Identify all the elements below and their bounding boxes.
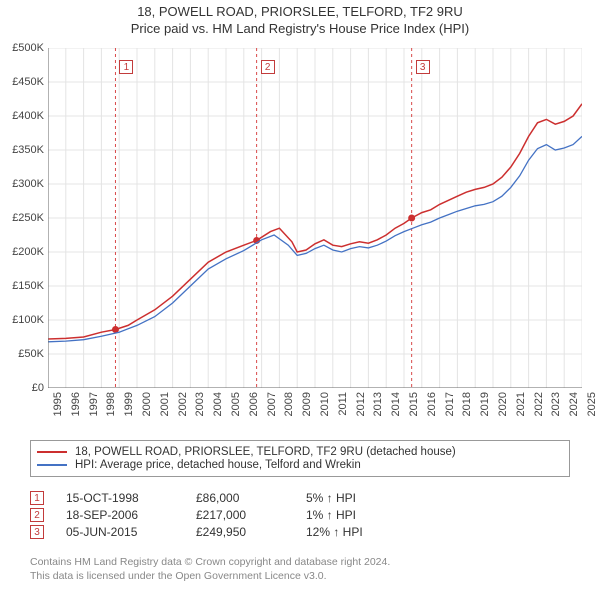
title-line-2: Price paid vs. HM Land Registry's House …: [0, 21, 600, 36]
event-row: 1 15-OCT-1998£86,0005% ↑ HPI: [30, 491, 570, 505]
x-tick-label: 1995: [52, 392, 64, 416]
x-tick-label: 2011: [337, 392, 349, 416]
y-tick-label: £100K: [12, 314, 44, 326]
y-tick-label: £250K: [12, 212, 44, 224]
x-tick-label: 1996: [70, 392, 82, 416]
x-tick-label: 2003: [194, 392, 206, 416]
x-tick-label: 1998: [105, 392, 117, 416]
event-marker: 1: [30, 491, 44, 505]
attribution-block: Contains HM Land Registry data © Crown c…: [30, 556, 570, 583]
legend-row-hpi: HPI: Average price, detached house, Telf…: [37, 459, 563, 471]
y-tick-label: £500K: [12, 42, 44, 54]
attribution-line-1: Contains HM Land Registry data © Crown c…: [30, 556, 570, 570]
event-date: 18-SEP-2006: [66, 508, 196, 522]
y-tick-label: £300K: [12, 178, 44, 190]
legend-box: 18, POWELL ROAD, PRIORSLEE, TELFORD, TF2…: [30, 440, 570, 477]
x-tick-label: 2010: [319, 392, 331, 416]
attribution-line-2: This data is licensed under the Open Gov…: [30, 570, 570, 584]
x-tick-label: 2004: [212, 392, 224, 416]
y-tick-label: £400K: [12, 110, 44, 122]
x-tick-label: 2016: [426, 392, 438, 416]
x-tick-label: 2024: [568, 392, 580, 416]
legend-swatch-hpi: [37, 464, 67, 466]
events-table: 1 15-OCT-1998£86,0005% ↑ HPI 2 18-SEP-2006£…: [30, 488, 570, 542]
x-tick-label: 2019: [479, 392, 491, 416]
x-tick-label: 2017: [444, 392, 456, 416]
y-tick-label: £50K: [18, 348, 44, 360]
x-tick-label: 2014: [390, 392, 402, 416]
event-marker-on-chart: 2: [261, 60, 275, 74]
event-date: 05-JUN-2015: [66, 525, 196, 539]
x-tick-label: 2001: [159, 392, 171, 416]
x-tick-label: 2002: [177, 392, 189, 416]
x-tick-label: 2000: [141, 392, 153, 416]
title-block: 18, POWELL ROAD, PRIORSLEE, TELFORD, TF2…: [0, 0, 600, 36]
x-tick-label: 2015: [408, 392, 420, 416]
chart-svg: [48, 48, 582, 388]
legend-label-property: 18, POWELL ROAD, PRIORSLEE, TELFORD, TF2…: [75, 446, 456, 458]
event-price: £249,950: [196, 525, 306, 539]
event-row: 2 18-SEP-2006£217,0001% ↑ HPI: [30, 508, 570, 522]
x-tick-label: 2018: [461, 392, 473, 416]
y-tick-label: £350K: [12, 144, 44, 156]
event-marker: 2: [30, 508, 44, 522]
event-marker-on-chart: 1: [119, 60, 133, 74]
x-tick-label: 2007: [266, 392, 278, 416]
event-price: £86,000: [196, 491, 306, 505]
title-line-1: 18, POWELL ROAD, PRIORSLEE, TELFORD, TF2…: [0, 4, 600, 19]
x-tick-label: 2009: [301, 392, 313, 416]
x-tick-label: 2013: [372, 392, 384, 416]
x-tick-label: 2006: [248, 392, 260, 416]
event-price: £217,000: [196, 508, 306, 522]
x-tick-label: 2012: [355, 392, 367, 416]
x-tick-label: 2008: [283, 392, 295, 416]
legend-row-property: 18, POWELL ROAD, PRIORSLEE, TELFORD, TF2…: [37, 446, 563, 458]
x-tick-label: 2022: [533, 392, 545, 416]
x-tick-label: 2025: [586, 392, 598, 416]
event-pct: 1% ↑ HPI: [306, 508, 426, 522]
x-tick-label: 2005: [230, 392, 242, 416]
y-tick-label: £200K: [12, 246, 44, 258]
legend-label-hpi: HPI: Average price, detached house, Telf…: [75, 459, 361, 471]
event-row: 3 05-JUN-2015£249,95012% ↑ HPI: [30, 525, 570, 539]
event-marker: 3: [30, 525, 44, 539]
event-date: 15-OCT-1998: [66, 491, 196, 505]
event-pct: 5% ↑ HPI: [306, 491, 426, 505]
event-marker-on-chart: 3: [416, 60, 430, 74]
x-tick-label: 1997: [88, 392, 100, 416]
legend-swatch-property: [37, 451, 67, 453]
x-tick-label: 2020: [497, 392, 509, 416]
x-tick-label: 2021: [515, 392, 527, 416]
y-tick-label: £150K: [12, 280, 44, 292]
y-tick-label: £450K: [12, 76, 44, 88]
y-tick-label: £0: [32, 382, 44, 394]
event-pct: 12% ↑ HPI: [306, 525, 426, 539]
x-tick-label: 1999: [123, 392, 135, 416]
x-tick-label: 2023: [550, 392, 562, 416]
chart-container: 18, POWELL ROAD, PRIORSLEE, TELFORD, TF2…: [0, 0, 600, 590]
chart-area: [48, 48, 582, 388]
